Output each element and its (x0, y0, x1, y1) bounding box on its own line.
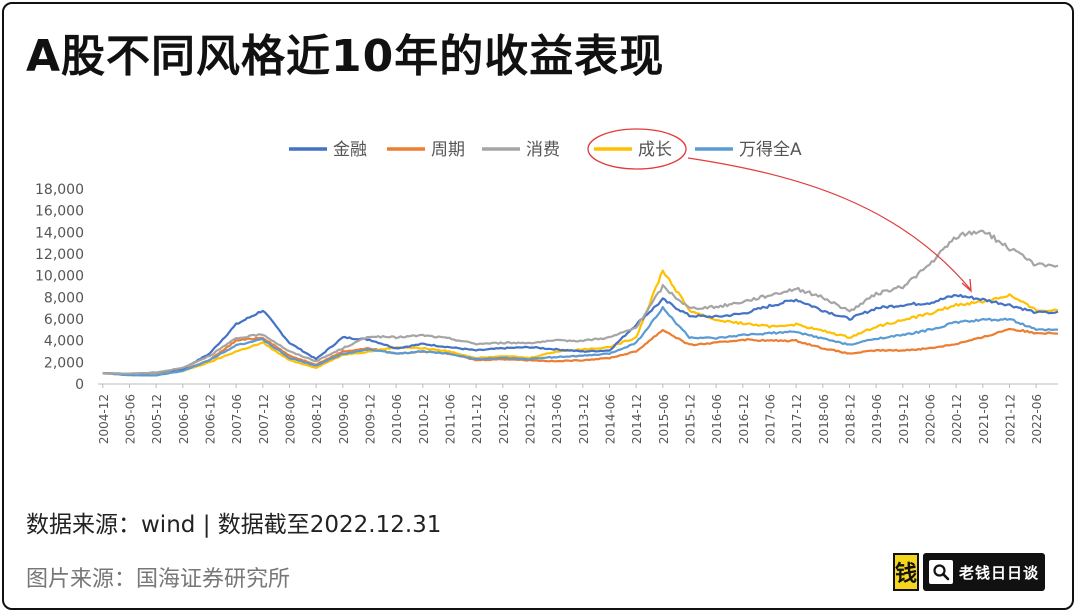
annotation-arrow (687, 157, 972, 291)
search-icon (929, 560, 954, 584)
x-tick-label: 2018-12 (843, 394, 857, 444)
y-tick-label: 0 (75, 377, 84, 393)
x-tick-label: 2013-12 (577, 394, 591, 444)
y-axis: 0 2,000 4,000 6,000 8,000 10,000 12,000 14,000 1… (35, 182, 84, 393)
x-tick-label: 2006-06 (177, 394, 191, 444)
x-tick-label: 2021-12 (1003, 394, 1017, 444)
x-tick-label: 2021-06 (977, 394, 991, 444)
x-tick-label: 2007-12 (257, 394, 271, 444)
x-tick-label: 2006-12 (203, 394, 217, 444)
x-tick-label: 2019-12 (897, 394, 911, 444)
x-tick-label: 2010-06 (390, 394, 404, 444)
x-tick-label: 2015-06 (657, 394, 671, 444)
x-tick-label: 2020-12 (950, 394, 964, 444)
x-tick-label: 2011-06 (443, 394, 457, 444)
x-tick-label: 2019-06 (870, 394, 884, 444)
x-tick-label: 2011-12 (470, 394, 484, 444)
y-tick-label: 6,000 (44, 312, 84, 328)
legend-label: 金融 (333, 140, 367, 160)
y-tick-label: 4,000 (44, 334, 84, 350)
x-tick-label: 2005-12 (150, 394, 164, 444)
series-line-1 (102, 327, 1059, 376)
page-title: A股不同风格近10年的收益表现 (26, 31, 665, 82)
y-tick-label: 18,000 (35, 182, 84, 198)
y-tick-label: 10,000 (35, 269, 84, 285)
x-tick-label: 2007-06 (230, 394, 244, 444)
chart-annotation (587, 128, 972, 293)
x-tick-label: 2017-06 (763, 394, 777, 444)
x-tick-label: 2017-12 (790, 394, 804, 444)
line-chart: 金融 周期 消费 成长 万得全A 0 2,000 4,000 6,000 8,000 10,000… (35, 128, 1059, 444)
legend-label: 周期 (431, 140, 465, 160)
brand-logo: 钱 老钱日日谈 (893, 553, 1046, 591)
chart-legend: 金融 周期 消费 成长 万得全A (289, 140, 802, 160)
series-line-4 (102, 306, 1058, 377)
x-tick-label: 2004-12 (97, 394, 111, 444)
x-tick-label: 2008-06 (283, 394, 297, 444)
y-tick-label: 14,000 (35, 225, 84, 241)
x-tick-label: 2014-06 (603, 394, 617, 444)
series-line-0 (102, 293, 1059, 375)
legend-label: 万得全A (739, 140, 802, 160)
x-tick-label: 2020-06 (923, 394, 937, 444)
data-note: 数据来源：wind | 数据截至2022.12.31 (26, 512, 442, 538)
x-tick-label: 2014-12 (630, 394, 644, 444)
logo-mark: 钱 (893, 553, 920, 591)
image-source: 图片来源：国海证券研究所 (26, 567, 291, 592)
x-tick-label: 2016-12 (737, 394, 751, 444)
x-tick-label: 2012-06 (497, 394, 511, 444)
series-line-3 (102, 269, 1059, 376)
x-tick-label: 2009-06 (337, 394, 351, 444)
y-tick-label: 2,000 (44, 355, 84, 371)
series-line-2 (102, 229, 1059, 375)
x-tick-label: 2012-12 (523, 394, 537, 444)
plot-area (102, 229, 1059, 377)
x-tick-label: 2009-12 (363, 394, 377, 444)
x-tick-label: 2015-12 (683, 394, 697, 444)
annotation-circle (587, 128, 687, 170)
x-tick-label: 2022-06 (1030, 394, 1044, 444)
x-tick-label: 2018-06 (817, 394, 831, 444)
y-tick-label: 12,000 (35, 247, 84, 263)
annotation-arrowhead (961, 278, 972, 293)
x-tick-label: 2013-06 (550, 394, 564, 444)
x-axis: 2004-12 2005-06 2005-12 2006-06 2006-12 2007-… (97, 383, 1058, 444)
logo-box: 老钱日日谈 (923, 553, 1046, 591)
y-tick-label: 8,000 (44, 290, 84, 306)
x-tick-label: 2016-06 (710, 394, 724, 444)
x-tick-label: 2005-06 (123, 394, 137, 444)
x-tick-label: 2008-12 (310, 394, 324, 444)
x-tick-label: 2010-12 (417, 394, 431, 444)
legend-label: 消费 (526, 140, 560, 160)
legend-label: 成长 (638, 140, 672, 160)
logo-text: 老钱日日谈 (959, 563, 1040, 582)
y-tick-label: 16,000 (35, 204, 84, 220)
